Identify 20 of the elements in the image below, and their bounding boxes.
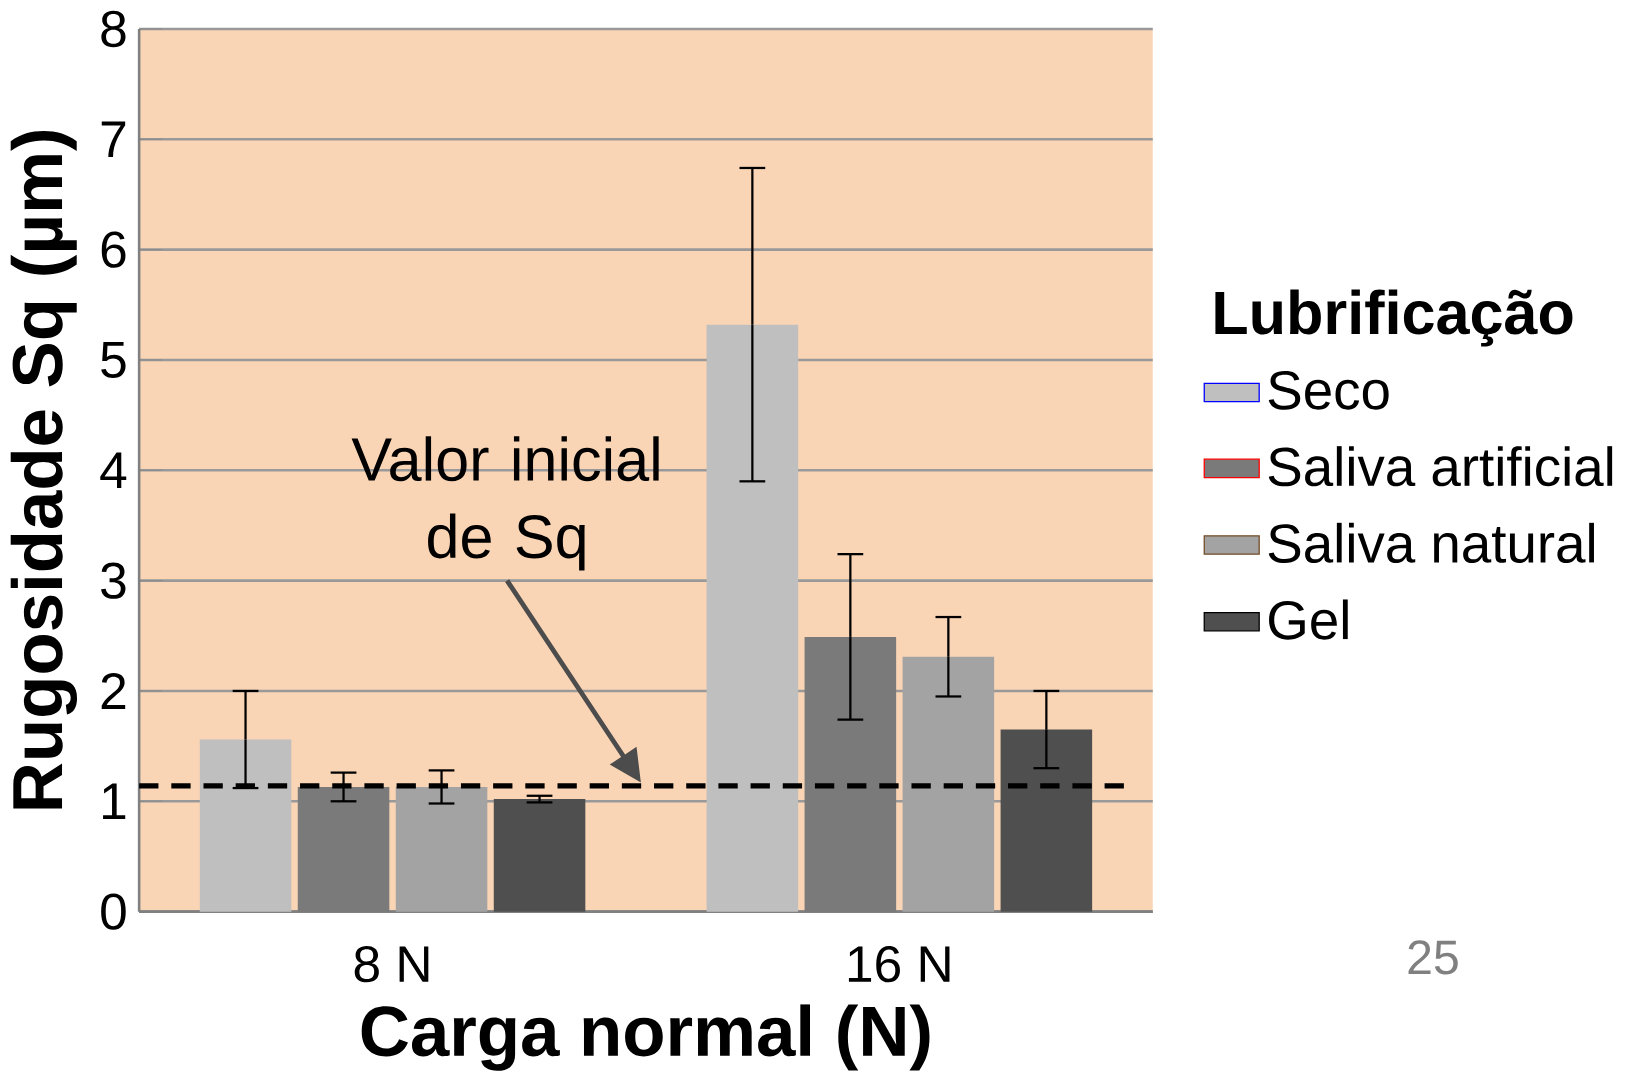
- legend-label: Saliva artificial: [1268, 445, 1613, 487]
- legend-label: Saliva natural: [1268, 522, 1594, 563]
- y-axis-title: Rugosidade Sq (µm): [10, 130, 78, 809]
- legend-label: Seco: [1268, 370, 1389, 410]
- annotation: Valor inicial de Sq: [351, 436, 659, 571]
- y-tick-label: 8: [101, 10, 126, 47]
- y-tick-label: 7: [101, 121, 126, 157]
- x-tick-label: 16 N: [848, 945, 950, 983]
- text: 25: [1408, 940, 1458, 975]
- y-tick-label: 3: [101, 562, 126, 599]
- y-tick-label: 5: [101, 341, 126, 378]
- x-axis-title: Carga normal (N): [361, 1004, 930, 1071]
- legend-label: Gel: [1269, 599, 1348, 640]
- y-tick-label: 1: [103, 783, 126, 819]
- y-tick-label: 4: [100, 452, 127, 488]
- y-tick-label: 6: [101, 231, 126, 268]
- legend-title: Lubrificação: [1215, 289, 1573, 347]
- x-tick-label: 8 N: [354, 945, 429, 983]
- y-tick-label: 0: [101, 893, 126, 930]
- y-tick-label: 2: [101, 672, 126, 709]
